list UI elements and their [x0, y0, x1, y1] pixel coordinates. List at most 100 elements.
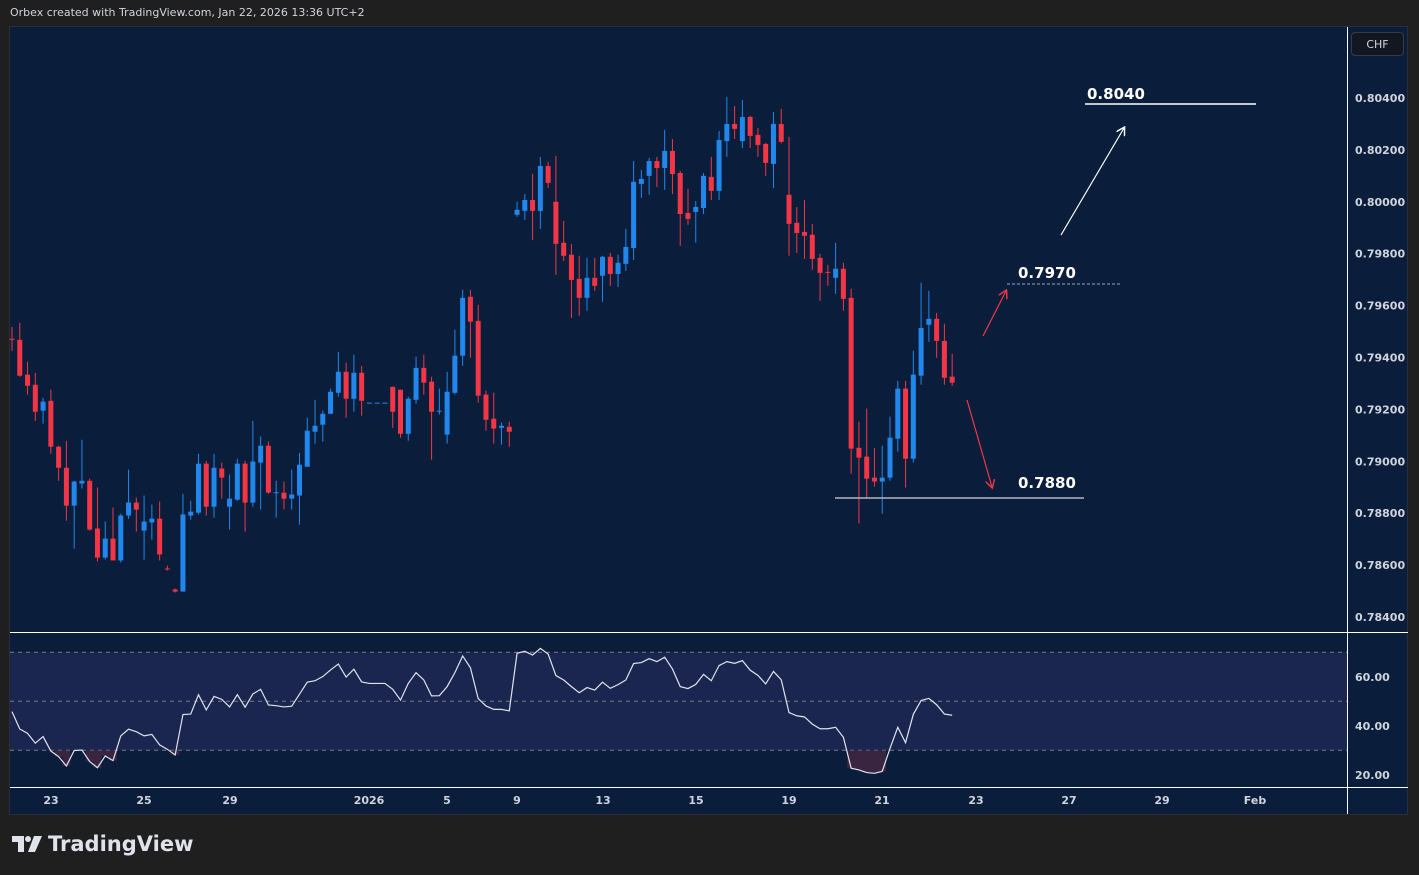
candle-body	[71, 481, 77, 506]
candle	[312, 399, 318, 444]
candle-body	[273, 492, 279, 494]
candle	[483, 390, 489, 431]
candle-body	[9, 338, 15, 340]
candle-body	[856, 447, 862, 458]
time-axis-label: 25	[136, 794, 151, 807]
candle	[903, 380, 909, 488]
candle	[934, 312, 940, 358]
candle-body	[903, 388, 909, 459]
candle-body	[242, 463, 248, 503]
rsi-oversold-fill	[855, 750, 863, 770]
candle-body	[887, 437, 893, 478]
candle	[94, 487, 100, 562]
candle-body	[227, 498, 233, 507]
drawings: 0.8040 0.7970 0.7880	[835, 85, 1256, 499]
price-axis-label: 0.79600	[1355, 300, 1405, 313]
candle-body	[467, 296, 473, 322]
candle	[281, 481, 287, 510]
candle-body	[802, 231, 808, 236]
candle-body	[631, 181, 637, 248]
candle	[631, 161, 637, 260]
rsi-oversold-fill	[62, 750, 71, 766]
tradingview-logo-icon	[12, 836, 42, 852]
time-axis-label: 29	[1154, 794, 1169, 807]
candle	[864, 408, 870, 499]
candle-body	[553, 201, 559, 244]
candle	[219, 462, 225, 499]
candle	[887, 416, 893, 481]
candle	[436, 388, 442, 415]
rsi-line	[11, 647, 953, 774]
candle	[102, 521, 108, 560]
currency-badge[interactable]: CHF	[1351, 32, 1404, 56]
candle	[662, 129, 668, 190]
time-axis-label: 23	[43, 794, 58, 807]
candle-body	[102, 538, 108, 558]
rsi-axis-label: 60.00	[1355, 671, 1390, 684]
level-label-0-7970: 0.7970	[1018, 264, 1076, 282]
candle	[677, 170, 683, 246]
candle	[234, 458, 240, 501]
candle	[242, 460, 248, 532]
candle-body	[164, 568, 170, 570]
candle-body	[141, 521, 147, 531]
candle	[763, 142, 769, 176]
candle-body	[320, 413, 326, 425]
candle	[568, 243, 574, 318]
candle-body	[506, 426, 512, 432]
candle	[724, 96, 730, 157]
time-axis-label: 21	[874, 794, 889, 807]
candle	[499, 422, 505, 445]
candle	[537, 156, 543, 229]
time-axis-label: 2026	[354, 794, 385, 807]
candle-body	[662, 150, 668, 169]
candle-body	[545, 165, 551, 183]
candle-body	[483, 394, 489, 420]
price-axis-label: 0.80400	[1355, 92, 1405, 105]
price-axis-label: 0.79400	[1355, 352, 1405, 365]
candle	[693, 201, 699, 243]
candle-body	[817, 257, 823, 273]
candle	[25, 361, 31, 395]
candle-body	[514, 209, 520, 215]
axes: 0.80400 0.80200 0.80000 0.79800 0.79600 0.794…	[10, 27, 1408, 814]
candle	[747, 115, 753, 149]
candle	[141, 495, 147, 560]
candle-body	[638, 178, 644, 184]
candle	[157, 501, 163, 561]
candle	[623, 228, 629, 271]
candle	[320, 410, 326, 442]
candle	[227, 474, 233, 530]
candle-body	[833, 268, 839, 278]
candle	[918, 282, 924, 385]
time-axis-label: Feb	[1244, 794, 1267, 807]
candle	[770, 112, 776, 189]
candle	[701, 172, 707, 214]
candle	[522, 194, 528, 220]
candle	[195, 453, 201, 515]
candle-body	[840, 268, 846, 299]
candle-body	[335, 371, 341, 393]
candle-body	[405, 398, 411, 434]
candle-body	[48, 400, 54, 447]
candle-body	[786, 194, 792, 224]
candle-body	[211, 467, 217, 507]
candle	[126, 469, 132, 519]
price-axis-label: 0.80000	[1355, 196, 1405, 209]
candle	[79, 439, 85, 489]
tradingview-logo[interactable]: TradingView	[12, 832, 193, 856]
candle	[258, 436, 264, 510]
candle	[592, 257, 598, 291]
candle	[180, 493, 186, 592]
candle-body	[444, 391, 450, 435]
candle-body	[949, 376, 955, 383]
candle-body	[188, 511, 194, 516]
candle-body	[910, 374, 916, 459]
candle	[421, 354, 427, 395]
candle-body	[429, 381, 435, 412]
candle	[638, 169, 644, 198]
candle-body	[343, 371, 349, 399]
candle	[514, 201, 520, 217]
price-axis-label: 0.78600	[1355, 559, 1405, 572]
